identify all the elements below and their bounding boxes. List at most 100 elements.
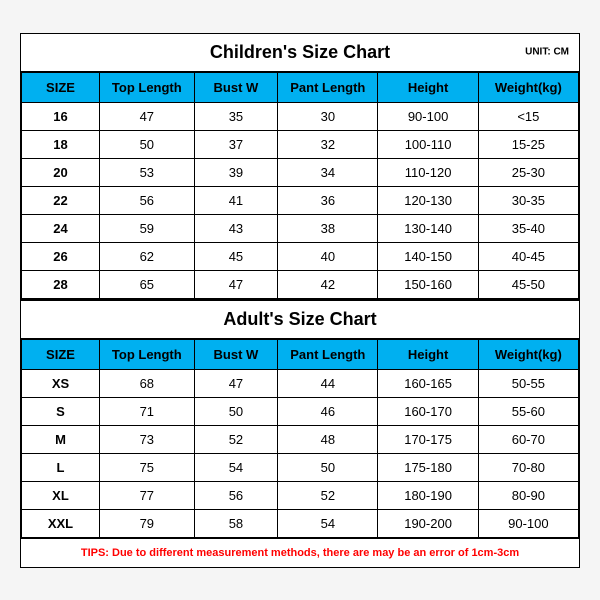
table-cell: 18 (22, 130, 100, 158)
table-cell: 44 (278, 369, 378, 397)
column-header: Top Length (99, 339, 194, 369)
table-cell: 130-140 (378, 214, 478, 242)
table-cell: 68 (99, 369, 194, 397)
table-cell: 55-60 (478, 397, 578, 425)
table-cell: 100-110 (378, 130, 478, 158)
table-cell: 110-120 (378, 158, 478, 186)
table-cell: 53 (99, 158, 194, 186)
table-cell: XS (22, 369, 100, 397)
table-cell: M (22, 425, 100, 453)
adult-table: SIZETop LengthBust WPant LengthHeightWei… (21, 339, 579, 538)
children-title-row: Children's Size Chart UNIT: CM (21, 34, 579, 72)
column-header: Weight(kg) (478, 339, 578, 369)
table-cell: 52 (194, 425, 278, 453)
table-row: 18503732100-11015-25 (22, 130, 579, 158)
tips-table: TIPS: Due to different measurement metho… (21, 538, 579, 567)
adult-header-row: SIZETop LengthBust WPant LengthHeightWei… (22, 339, 579, 369)
tips-text: TIPS: Due to different measurement metho… (21, 538, 579, 567)
table-cell: 73 (99, 425, 194, 453)
column-header: Weight(kg) (478, 72, 578, 102)
table-cell: 30-35 (478, 186, 578, 214)
table-cell: 22 (22, 186, 100, 214)
table-row: XL775652180-19080-90 (22, 481, 579, 509)
table-cell: 45-50 (478, 270, 578, 298)
table-cell: 90-100 (378, 102, 478, 130)
tips-row: TIPS: Due to different measurement metho… (21, 538, 579, 567)
table-cell: 56 (99, 186, 194, 214)
table-cell: 43 (194, 214, 278, 242)
table-cell: 36 (278, 186, 378, 214)
table-cell: 38 (278, 214, 378, 242)
table-cell: 48 (278, 425, 378, 453)
table-cell: 34 (278, 158, 378, 186)
table-cell: 79 (99, 509, 194, 537)
table-cell: 45 (194, 242, 278, 270)
column-header: Bust W (194, 339, 278, 369)
table-cell: 25-30 (478, 158, 578, 186)
column-header: Pant Length (278, 339, 378, 369)
table-row: M735248170-17560-70 (22, 425, 579, 453)
table-cell: 90-100 (478, 509, 578, 537)
table-row: 1647353090-100<15 (22, 102, 579, 130)
table-cell: 39 (194, 158, 278, 186)
table-row: 26624540140-15040-45 (22, 242, 579, 270)
table-cell: 16 (22, 102, 100, 130)
table-cell: 35 (194, 102, 278, 130)
table-cell: 62 (99, 242, 194, 270)
children-table: SIZETop LengthBust WPant LengthHeightWei… (21, 72, 579, 299)
table-cell: 150-160 (378, 270, 478, 298)
table-cell: 30 (278, 102, 378, 130)
table-cell: L (22, 453, 100, 481)
table-cell: 175-180 (378, 453, 478, 481)
table-row: 28654742150-16045-50 (22, 270, 579, 298)
table-row: XS684744160-16550-55 (22, 369, 579, 397)
table-cell: 80-90 (478, 481, 578, 509)
table-cell: XXL (22, 509, 100, 537)
table-cell: 40-45 (478, 242, 578, 270)
table-cell: 47 (99, 102, 194, 130)
table-cell: 26 (22, 242, 100, 270)
table-cell: 120-130 (378, 186, 478, 214)
table-cell: 50 (99, 130, 194, 158)
table-row: XXL795854190-20090-100 (22, 509, 579, 537)
table-cell: 52 (278, 481, 378, 509)
table-cell: 54 (194, 453, 278, 481)
table-cell: 42 (278, 270, 378, 298)
table-cell: S (22, 397, 100, 425)
table-cell: 77 (99, 481, 194, 509)
column-header: Pant Length (278, 72, 378, 102)
table-cell: 50-55 (478, 369, 578, 397)
table-cell: 37 (194, 130, 278, 158)
table-cell: 56 (194, 481, 278, 509)
column-header: Top Length (99, 72, 194, 102)
table-cell: 65 (99, 270, 194, 298)
column-header: Height (378, 72, 478, 102)
table-cell: 180-190 (378, 481, 478, 509)
column-header: Bust W (194, 72, 278, 102)
table-cell: 47 (194, 270, 278, 298)
table-row: 24594338130-14035-40 (22, 214, 579, 242)
table-cell: 75 (99, 453, 194, 481)
table-cell: 15-25 (478, 130, 578, 158)
table-cell: 58 (194, 509, 278, 537)
table-row: L755450175-18070-80 (22, 453, 579, 481)
table-cell: 20 (22, 158, 100, 186)
table-cell: 46 (278, 397, 378, 425)
table-cell: <15 (478, 102, 578, 130)
table-cell: XL (22, 481, 100, 509)
size-charts-container: Children's Size Chart UNIT: CM SIZETop L… (20, 33, 580, 568)
table-cell: 190-200 (378, 509, 478, 537)
table-cell: 160-165 (378, 369, 478, 397)
column-header: Height (378, 339, 478, 369)
table-row: 22564136120-13030-35 (22, 186, 579, 214)
table-cell: 140-150 (378, 242, 478, 270)
table-row: S715046160-17055-60 (22, 397, 579, 425)
table-cell: 24 (22, 214, 100, 242)
table-cell: 59 (99, 214, 194, 242)
adult-title: Adult's Size Chart (223, 309, 376, 329)
table-cell: 160-170 (378, 397, 478, 425)
table-cell: 54 (278, 509, 378, 537)
table-cell: 60-70 (478, 425, 578, 453)
table-cell: 50 (194, 397, 278, 425)
table-cell: 71 (99, 397, 194, 425)
